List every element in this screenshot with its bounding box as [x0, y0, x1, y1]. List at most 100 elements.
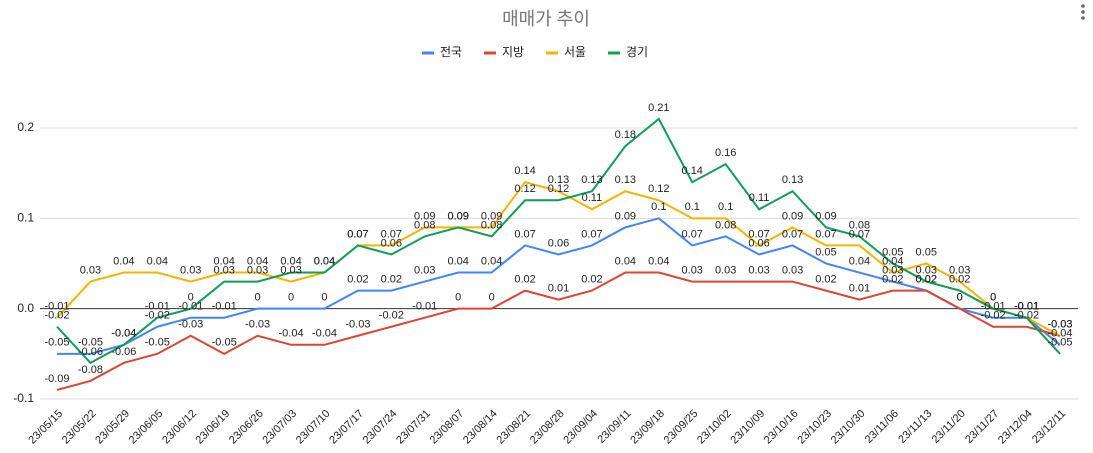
- data-label: 0.08: [715, 219, 736, 231]
- data-label: 0: [255, 292, 261, 304]
- data-label: -0.05: [212, 337, 237, 349]
- data-label: 0.03: [715, 264, 736, 276]
- data-label: 0.1: [718, 201, 733, 213]
- legend-label: 서울: [564, 45, 586, 59]
- data-label: -0.05: [44, 337, 69, 349]
- data-label: 0.18: [615, 129, 636, 141]
- data-label: 0.14: [514, 165, 535, 177]
- x-tick-label: 23/09/11: [595, 408, 633, 446]
- data-label: 0.09: [414, 210, 435, 222]
- data-label: 0: [957, 292, 963, 304]
- data-label: 0.01: [548, 283, 569, 295]
- x-tick-label: 23/08/21: [494, 408, 533, 447]
- data-label: 0.02: [347, 274, 368, 286]
- data-label: 0.03: [280, 264, 301, 276]
- data-label: 0.07: [581, 228, 602, 240]
- data-label: 0.09: [447, 210, 468, 222]
- data-label: 0.08: [849, 219, 870, 231]
- data-label: 0.07: [347, 228, 368, 240]
- x-tick-label: 23/12/04: [996, 408, 1035, 447]
- data-label: -0.01: [1014, 301, 1039, 313]
- data-label: -0.03: [178, 319, 203, 331]
- data-label: 0: [489, 292, 495, 304]
- x-tick-label: 23/05/15: [26, 408, 65, 447]
- data-label: 0.03: [782, 264, 803, 276]
- data-label: 0.07: [782, 228, 803, 240]
- x-tick-label: 23/08/28: [528, 408, 567, 447]
- x-tick-label: 23/07/10: [294, 408, 333, 447]
- data-label: 0.09: [815, 210, 836, 222]
- data-label: 0.09: [481, 210, 502, 222]
- series-line: [56, 181, 1061, 337]
- x-tick-label: 23/09/04: [561, 408, 600, 447]
- x-tick-label: 23/11/27: [963, 408, 1001, 446]
- data-label: 0: [321, 292, 327, 304]
- data-label: 0.13: [548, 174, 569, 186]
- data-label: -0.02: [145, 310, 170, 322]
- x-tick-label: 23/05/22: [60, 408, 99, 447]
- x-tick-label: 23/06/26: [227, 408, 266, 447]
- data-label: 0.04: [213, 255, 234, 267]
- y-tick-label: 0.0: [17, 301, 34, 315]
- data-label: -0.02: [379, 310, 404, 322]
- data-label: 0.1: [651, 201, 666, 213]
- data-label: -0.01: [1014, 301, 1039, 313]
- menu-icon[interactable]: [1081, 4, 1085, 20]
- data-label: -0.04: [278, 328, 303, 340]
- data-label: 0.03: [213, 264, 234, 276]
- data-label: 0.03: [180, 264, 201, 276]
- data-label: 0.11: [749, 192, 770, 204]
- data-label: 0.04: [314, 255, 335, 267]
- x-tick-label: 23/10/23: [795, 408, 834, 447]
- data-label: 0.05: [882, 246, 903, 258]
- data-label: 0.02: [916, 274, 937, 286]
- legend-label: 전국: [440, 45, 462, 59]
- data-label: -0.02: [44, 310, 69, 322]
- data-label: -0.01: [178, 301, 203, 313]
- data-label: 0.13: [615, 174, 636, 186]
- chart-title: 매매가 추이: [502, 9, 590, 29]
- data-label: 0: [288, 292, 294, 304]
- data-label: 0.12: [548, 183, 569, 195]
- x-tick-label: 23/09/18: [628, 408, 667, 447]
- data-label: -0.04: [312, 328, 337, 340]
- data-label: 0.05: [815, 246, 836, 258]
- data-label: 0.04: [147, 255, 168, 267]
- data-label: 0.02: [882, 274, 903, 286]
- data-label: 0.06: [381, 237, 402, 249]
- data-label: 0.03: [916, 264, 937, 276]
- series-line: [57, 217, 1061, 355]
- menu-dot: [1081, 16, 1085, 20]
- data-label: -0.02: [1014, 310, 1039, 322]
- data-label: -0.08: [78, 364, 103, 376]
- x-tick-label: 23/06/19: [194, 408, 233, 447]
- y-tick-label: -0.1: [13, 391, 34, 405]
- x-tick-label: 23/07/17: [327, 408, 366, 447]
- data-label: -0.03: [245, 319, 270, 331]
- x-tick-label: 23/10/02: [695, 408, 734, 447]
- data-label: -0.03: [345, 319, 370, 331]
- x-tick-label: 23/06/12: [160, 408, 199, 447]
- menu-dot: [1081, 4, 1085, 8]
- legend-label: 경기: [626, 45, 648, 59]
- data-label: 0.07: [849, 228, 870, 240]
- x-tick-label: 23/07/03: [260, 408, 299, 447]
- data-label: 0.02: [916, 274, 937, 286]
- data-label: 0.06: [548, 237, 569, 249]
- data-label: 0: [455, 292, 461, 304]
- data-label: 0.06: [748, 237, 769, 249]
- data-label: 0.13: [581, 174, 602, 186]
- data-label: 0.02: [514, 274, 535, 286]
- data-label: 0.04: [280, 255, 301, 267]
- data-label: -0.04: [111, 328, 136, 340]
- x-tick-label: 23/09/25: [662, 408, 701, 447]
- series-line: [56, 117, 1061, 365]
- x-tick-label: 23/11/20: [930, 408, 968, 446]
- data-label: 0.04: [481, 255, 502, 267]
- data-label: 0.02: [949, 274, 970, 286]
- data-label: 0.12: [648, 183, 669, 195]
- data-label: 0.07: [381, 228, 402, 240]
- data-label: 0.03: [682, 264, 703, 276]
- data-label: 0.04: [615, 255, 636, 267]
